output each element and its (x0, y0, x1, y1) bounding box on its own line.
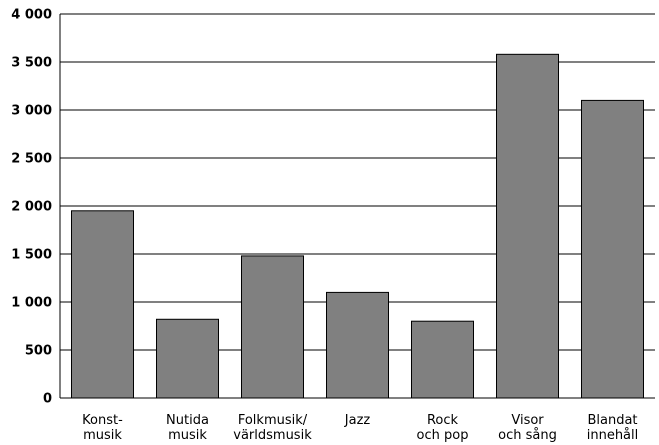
y-tick-labels: 0 500 1 000 1 500 2 000 2 500 3 000 3 500 4 000 (11, 8, 52, 407)
y-tick-label: 1 000 (11, 296, 52, 311)
y-tick-label: 3 000 (11, 104, 52, 119)
bar (156, 318, 219, 399)
y-tick-label: 0 (43, 392, 52, 407)
gridlines (60, 13, 655, 351)
y-tick-label: 3 500 (11, 56, 52, 71)
y-tick-label: 1 500 (11, 248, 52, 263)
bar (71, 210, 134, 399)
y-tick-label: 2 500 (11, 152, 52, 167)
x-tick-label: Konst-musik (82, 413, 123, 443)
y-tick-label: 4 000 (11, 8, 52, 23)
x-tick-label: Folkmusik/världsmusik (233, 413, 312, 443)
bar (581, 99, 644, 399)
bar (411, 320, 474, 399)
x-tick-labels: Konst-musik Nutida musik Folkmusik/världsmu… (82, 413, 638, 443)
bars (71, 53, 644, 399)
axes (59, 14, 655, 399)
bar (496, 53, 559, 399)
y-tick-label: 2 000 (11, 200, 52, 215)
bar (241, 255, 304, 399)
x-tick-label: Blandat innehåll (587, 413, 639, 443)
y-tick-label: 500 (25, 344, 52, 359)
x-tick-label: Nutida musik (166, 413, 209, 443)
x-tick-label: Rock och pop (417, 413, 469, 443)
x-tick-label: Jazz (344, 413, 371, 428)
bar (326, 291, 389, 399)
x-tick-label: Visor och sång (498, 413, 557, 443)
